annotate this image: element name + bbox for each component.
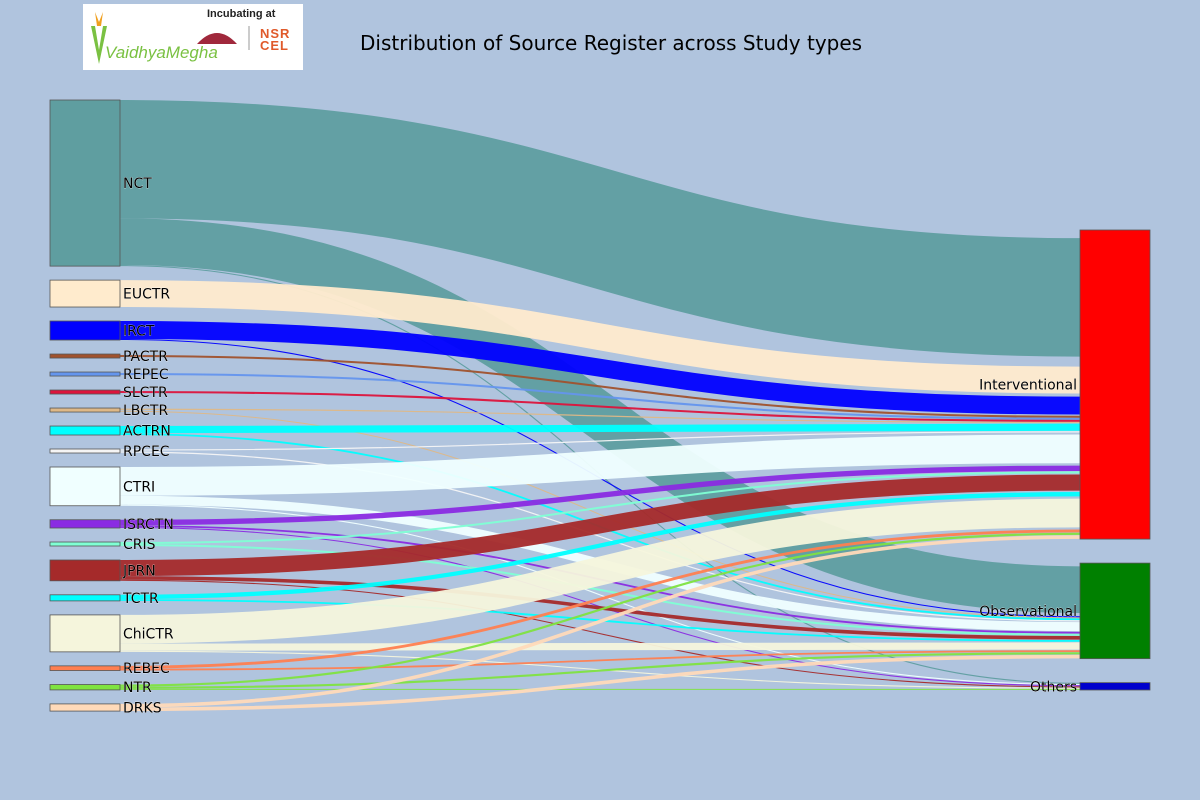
- link-jprn-to-others: [119, 579, 1081, 688]
- link-irct-to-interventional: [119, 321, 1081, 415]
- node-pactr: [49, 353, 121, 359]
- logo-iim-icon: [197, 33, 237, 44]
- link-isrctn-to-interventional: [119, 465, 1081, 526]
- logo-flame-icon: [95, 12, 103, 26]
- link-chictr-to-observational: [119, 642, 1081, 651]
- node-label-rpcec: RPCEC: [123, 444, 170, 460]
- node-label-cris: CRIS: [123, 537, 156, 553]
- link-drks-to-interventional: [119, 535, 1081, 708]
- node-label-others: Others: [1030, 679, 1077, 695]
- link-lbctr-to-interventional: [119, 408, 1081, 424]
- node-label-pactr: PACTR: [123, 349, 168, 365]
- node-label-observational: Observational: [979, 604, 1077, 620]
- link-euctr-to-interventional: [119, 280, 1081, 394]
- node-cris: [49, 541, 121, 547]
- link-rebec-to-observational: [119, 650, 1081, 671]
- link-lbctr-to-observational: [119, 410, 1081, 619]
- link-repec-to-interventional: [119, 373, 1081, 420]
- node-drks: [49, 703, 121, 712]
- node-interventional: [1079, 229, 1151, 540]
- node-lbctr: [49, 407, 121, 413]
- node-label-jprn: JPRN: [122, 563, 156, 579]
- link-ctri-to-interventional: [119, 434, 1081, 496]
- link-chictr-to-interventional: [119, 498, 1081, 644]
- logo-partner-line-1: NSR: [260, 26, 290, 41]
- node-slctr: [49, 389, 121, 395]
- node-label-nct: NCT: [123, 176, 152, 192]
- node-label-ntr: NTR: [123, 680, 152, 696]
- node-label-lbctr: LBCTR: [123, 403, 168, 419]
- node-label-rebec: REBEC: [123, 661, 170, 677]
- node-irct: [49, 320, 121, 341]
- link-ctri-to-others: [119, 504, 1081, 686]
- link-rebec-to-interventional: [119, 529, 1081, 669]
- node-label-interventional: Interventional: [979, 378, 1077, 394]
- node-euctr: [49, 279, 121, 308]
- sankey-links: [119, 100, 1081, 712]
- link-cris-to-observational: [119, 544, 1081, 636]
- node-nct: [49, 99, 121, 267]
- link-ntr-to-observational: [119, 652, 1081, 689]
- node-rpcec: [49, 448, 121, 454]
- node-observational: [1079, 562, 1151, 660]
- link-jprn-to-interventional: [119, 474, 1081, 577]
- chart-title: Distribution of Source Register across S…: [360, 31, 863, 55]
- node-label-repec: REPEC: [123, 367, 169, 383]
- logo-brand-name: VaidhyaMegha: [105, 43, 218, 62]
- link-pactr-to-interventional: [119, 355, 1081, 418]
- node-isrctn: [49, 519, 121, 529]
- logo-graphic: VaidhyaMegha Incubating at NSR CEL: [91, 8, 290, 64]
- link-rpcec-to-observational: [119, 451, 1081, 622]
- link-rpcec-to-interventional: [119, 431, 1081, 451]
- logo-incubating-text: Incubating at: [207, 8, 276, 20]
- sankey-nodes: [49, 99, 1151, 712]
- node-rebec: [49, 665, 121, 671]
- node-actrn: [49, 425, 121, 436]
- node-label-ctri: CTRI: [123, 479, 155, 495]
- link-nct-to-interventional: [119, 100, 1081, 357]
- node-label-irct: IRCT: [123, 324, 155, 340]
- logo-v-icon: [91, 26, 107, 64]
- sankey-labels: NCT EUCTR IRCT PACTR REPEC SLCTR LBCTR ACTRN RPC…: [122, 176, 1077, 717]
- node-ntr: [49, 684, 121, 691]
- node-label-actrn: ACTRN: [123, 424, 171, 440]
- link-tctr-to-interventional: [119, 492, 1081, 600]
- link-jprn-to-observational: [119, 576, 1081, 640]
- node-others: [1079, 682, 1151, 691]
- node-repec: [49, 371, 121, 377]
- link-ntr-to-interventional: [119, 532, 1081, 687]
- node-jprn: [49, 559, 121, 582]
- vaidhyamegha-logo: VaidhyaMegha Incubating at NSR CEL: [83, 4, 303, 70]
- node-label-slctr: SLCTR: [123, 385, 168, 401]
- link-drks-to-observational: [119, 654, 1081, 712]
- node-label-tctr: TCTR: [122, 591, 159, 607]
- node-label-chictr: ChiCTR: [123, 626, 174, 642]
- node-label-isrctn: ISRCTN: [123, 517, 174, 533]
- link-actrn-to-interventional: [119, 423, 1081, 434]
- logo-partner-line-2: CEL: [260, 38, 289, 53]
- node-label-drks: DRKS: [123, 700, 162, 716]
- node-ctri: [49, 466, 121, 507]
- node-tctr: [49, 594, 121, 602]
- link-slctr-to-interventional: [119, 391, 1081, 422]
- link-cris-to-interventional: [119, 471, 1081, 545]
- node-chictr: [49, 614, 121, 653]
- node-label-euctr: EUCTR: [123, 287, 170, 303]
